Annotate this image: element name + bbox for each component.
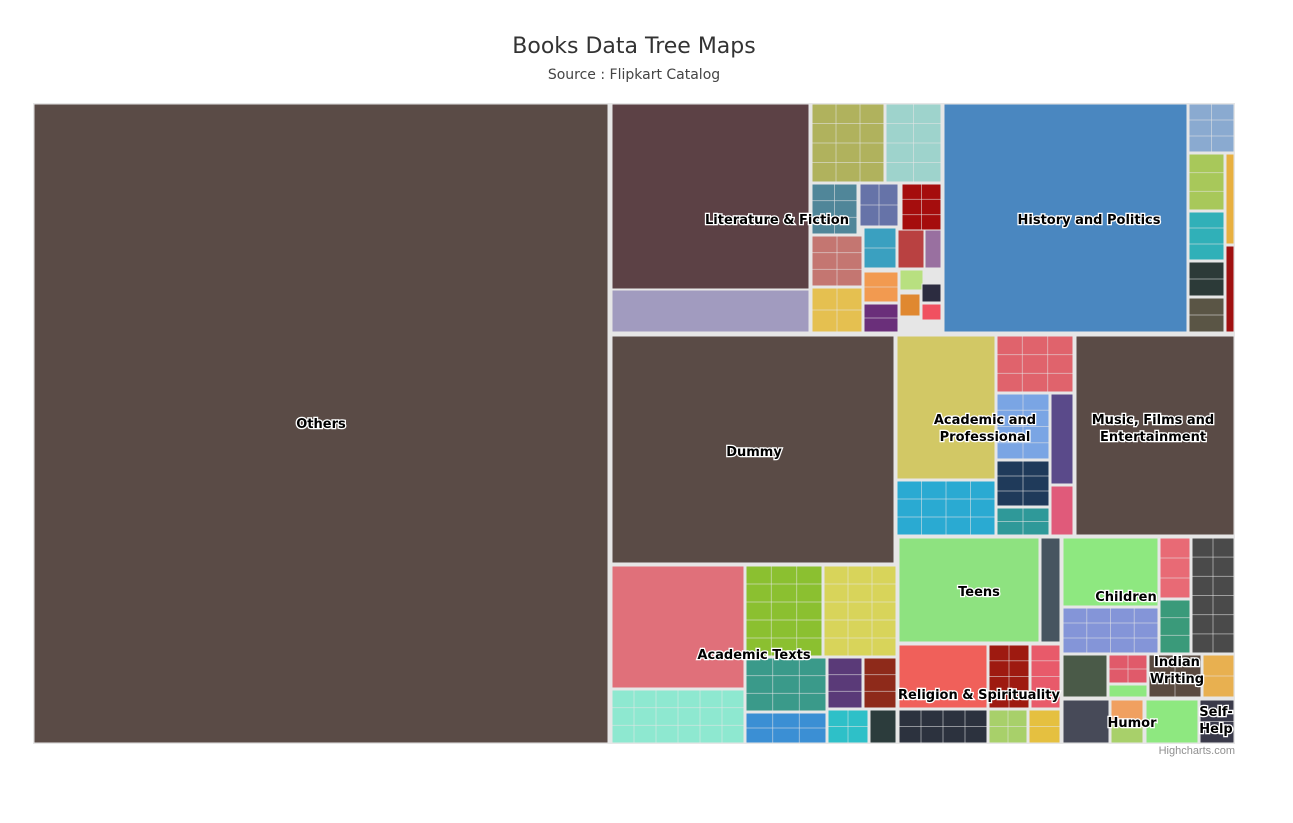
treemap-cell-literature-fiction-2[interactable] [611,289,810,333]
treemap-cell-children-1[interactable] [1062,537,1159,607]
treemap-cell-literature-fiction-10[interactable] [897,229,925,269]
treemap-cell-literature-fiction-15[interactable] [899,269,924,291]
treemap-cell-academic-and-professional-8[interactable] [1050,485,1074,536]
treemap-cell-music-films-and-entertainment[interactable] [1075,335,1235,536]
treemap-cell-literature-fiction-11[interactable] [924,229,942,269]
treemap-category-children[interactable] [1062,537,1235,654]
treemap-cell-academic-and-professional-7[interactable] [1050,393,1074,485]
treemap-label-others: Others [296,417,346,432]
treemap-cell-academic-texts-8[interactable] [863,657,897,709]
chart-title: Books Data Tree Maps [512,34,756,59]
treemap-label-teens: Teens [958,585,1000,600]
treemap-label-children: Children [1095,590,1157,605]
treemap-label-religion-spirituality: Religion & Spirituality [898,688,1060,703]
treemap-cell-dummy[interactable] [611,335,895,564]
treemap-category-others[interactable] [33,103,609,744]
treemap-category-teens[interactable] [898,537,1061,643]
treemap-cell-history-and-politics-1[interactable] [943,103,1188,333]
treemap-cell-history-and-politics-7[interactable] [1225,153,1235,245]
treemap-cell-indian-writing-1[interactable] [1062,654,1108,698]
treemap-cell-teens-1[interactable] [898,537,1040,643]
treemap-category-humor[interactable] [1062,699,1144,744]
treemap-category-religion-spirituality[interactable] [898,644,1061,744]
treemap-label-self-help: Self-Help [1199,705,1232,737]
treemap-category-indian-writing[interactable] [1062,654,1235,698]
treemap-cell-academic-texts-7[interactable] [827,657,863,709]
treemap-cell-literature-fiction-1[interactable] [611,103,810,290]
treemap-category-self-help[interactable] [1145,699,1235,744]
treemap-cell-academic-texts-10[interactable] [869,709,897,744]
treemap-category-music-films-and-entertainment[interactable] [1075,335,1235,536]
treemap-cell-history-and-politics-8[interactable] [1225,245,1235,333]
treemap-category-academic-and-professional[interactable] [896,335,1074,536]
treemap-cell-academic-and-professional-3[interactable] [996,335,1074,393]
treemap-cell-literature-fiction-18[interactable] [921,303,942,321]
treemap-cell-teens-2[interactable] [1040,537,1061,643]
treemap-label-literature-fiction: Literature & Fiction [705,213,849,228]
treemap-label-history-and-politics: History and Politics [1018,213,1161,228]
treemap-cell-academic-texts-1[interactable] [611,565,745,689]
treemap-cell-history-and-politics-4[interactable] [1188,211,1225,261]
treemap-cell-academic-texts-5[interactable] [745,657,827,712]
treemap-label-academic-texts: Academic Texts [697,648,810,663]
treemap-cell-others[interactable] [33,103,609,744]
treemap-cell-humor-3[interactable] [1110,723,1144,744]
treemap-cell-indian-writing-3[interactable] [1108,684,1148,698]
treemap-category-academic-texts[interactable] [611,565,897,744]
treemap-cell-history-and-politics-3[interactable] [1188,153,1225,211]
treemap-cell-religion-spirituality-1[interactable] [898,644,988,709]
treemap-cell-humor-1[interactable] [1062,699,1110,744]
treemap-label-music-films-and-entertainment: Music, Films and Entertainment [1092,413,1215,445]
treemap-category-history-and-politics[interactable] [943,103,1235,333]
treemap-cell-children-3[interactable] [1159,537,1191,599]
treemap-cell-literature-fiction-16[interactable] [899,293,921,317]
credits-link[interactable]: Highcharts.com [1158,745,1235,757]
treemap-cell-self-help-1[interactable] [1145,699,1199,744]
treemap-cell-children-4[interactable] [1159,599,1191,654]
treemap-label-academic-and-professional: Academic and Professional [934,413,1036,445]
treemap-cell-academic-texts-3[interactable] [745,565,823,657]
treemap-category-dummy[interactable] [611,335,895,564]
treemap-label-humor: Humor [1107,716,1157,731]
treemap-cell-humor-2[interactable] [1110,699,1144,723]
chart-subtitle: Source : Flipkart Catalog [547,67,721,83]
treemap-cell-literature-fiction-17[interactable] [921,283,942,303]
treemap-cell-academic-and-professional-1[interactable] [896,335,996,480]
treemap-category-literature-fiction[interactable] [611,103,942,333]
treemap-cell-academic-texts-4[interactable] [823,565,897,657]
treemap-label-indian-writing: Indian Writing [1150,655,1204,687]
treemap-label-dummy: Dummy [726,445,782,460]
